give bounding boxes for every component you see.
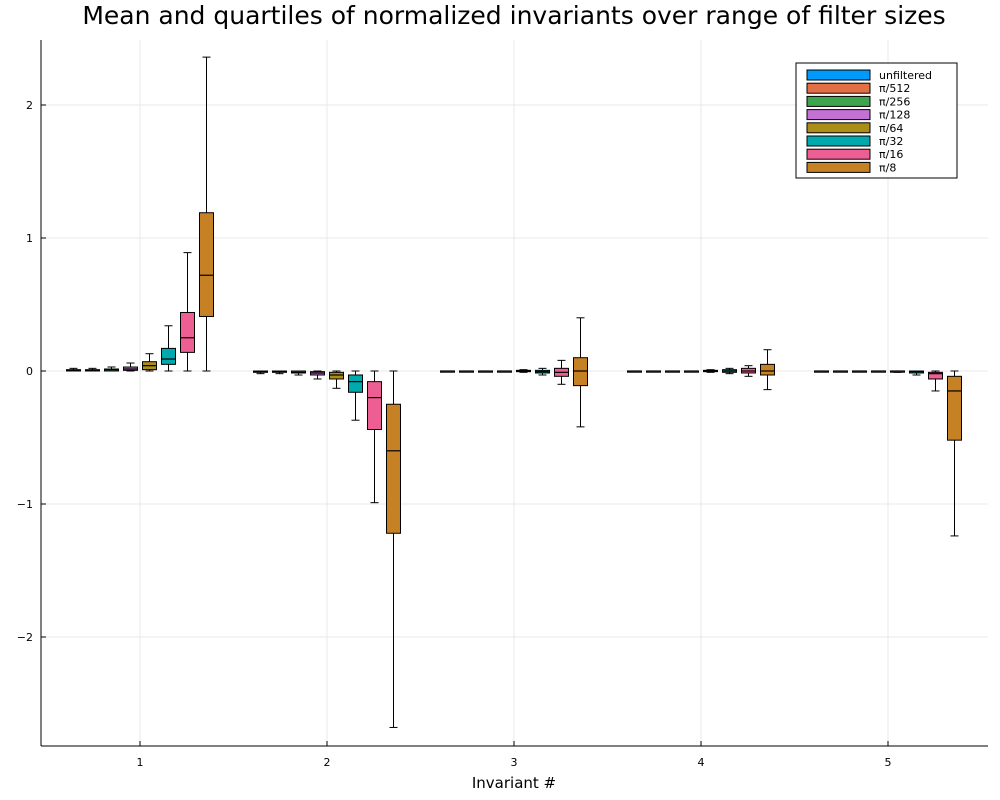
box-4 bbox=[871, 370, 886, 373]
legend-item: π/64 bbox=[806, 122, 903, 135]
box-body bbox=[928, 371, 943, 380]
box-body bbox=[386, 403, 401, 534]
box-6 bbox=[161, 325, 176, 372]
box-8 bbox=[199, 56, 214, 372]
x-axis-label: Invariant # bbox=[472, 774, 556, 792]
box-1 bbox=[253, 370, 268, 375]
box-2 bbox=[646, 370, 661, 373]
y-tick-label: −2 bbox=[17, 631, 33, 644]
box-2 bbox=[272, 370, 287, 375]
legend-label: π/128 bbox=[879, 109, 910, 122]
box-7 bbox=[367, 370, 382, 504]
box-3 bbox=[852, 370, 867, 373]
y-tick-label: −1 bbox=[17, 498, 33, 511]
box-7 bbox=[180, 252, 195, 372]
box-8 bbox=[760, 349, 775, 391]
box-8 bbox=[573, 317, 588, 428]
box-4 bbox=[310, 370, 325, 380]
category-group-5 bbox=[814, 370, 962, 537]
legend-label: π/64 bbox=[879, 122, 903, 135]
box-1 bbox=[440, 370, 455, 373]
x-tick-label: 3 bbox=[511, 756, 518, 769]
box-2 bbox=[833, 370, 848, 373]
legend-label: π/512 bbox=[879, 82, 910, 95]
legend-item: π/128 bbox=[806, 109, 910, 122]
box-5 bbox=[703, 369, 718, 373]
legend-label: π/16 bbox=[879, 148, 903, 161]
box-8 bbox=[947, 370, 962, 537]
box-body bbox=[329, 371, 344, 380]
box-6 bbox=[535, 367, 550, 376]
legend-swatch bbox=[806, 82, 871, 94]
y-tick-label: 1 bbox=[26, 232, 33, 245]
box-body bbox=[161, 347, 176, 365]
box-6 bbox=[348, 370, 363, 421]
box-3 bbox=[291, 370, 306, 376]
box-4 bbox=[497, 370, 512, 373]
box-5 bbox=[516, 369, 531, 373]
legend-swatch bbox=[806, 161, 871, 173]
category-group-1 bbox=[66, 56, 214, 372]
legend-swatch bbox=[806, 135, 871, 147]
tick-labels: −2 −1 0 1 2 1 2 3 4 5 bbox=[17, 99, 892, 769]
box-4 bbox=[684, 370, 699, 373]
x-tick-label: 2 bbox=[324, 756, 331, 769]
category-group-2 bbox=[253, 370, 401, 728]
box-6 bbox=[909, 370, 924, 376]
y-tick-label: 2 bbox=[26, 99, 33, 112]
box-body bbox=[947, 375, 962, 441]
box-7 bbox=[928, 370, 943, 392]
plot-area bbox=[66, 56, 962, 728]
legend-item: π/16 bbox=[806, 148, 903, 161]
box-3 bbox=[104, 366, 119, 372]
x-tick-label: 5 bbox=[885, 756, 892, 769]
category-group-3 bbox=[440, 317, 588, 428]
box-2 bbox=[85, 367, 100, 372]
box-body bbox=[573, 357, 588, 387]
x-tick-label: 4 bbox=[698, 756, 705, 769]
box-3 bbox=[665, 370, 680, 373]
box-5 bbox=[890, 370, 905, 373]
legend-item: π/256 bbox=[806, 95, 910, 108]
box-4 bbox=[123, 362, 138, 372]
box-1 bbox=[814, 370, 829, 373]
box-1 bbox=[66, 367, 81, 372]
box-2 bbox=[459, 370, 474, 373]
box-5 bbox=[329, 370, 344, 389]
category-group-4 bbox=[627, 349, 775, 391]
legend-swatch bbox=[806, 69, 871, 81]
legend-item: π/32 bbox=[806, 135, 903, 148]
box-7 bbox=[741, 365, 756, 377]
grid-lines bbox=[41, 40, 988, 746]
legend-swatch bbox=[806, 109, 871, 121]
y-tick-label: 0 bbox=[26, 365, 33, 378]
legend-swatch bbox=[806, 122, 871, 134]
x-tick-label: 1 bbox=[137, 756, 144, 769]
box-body bbox=[367, 381, 382, 431]
box-body bbox=[760, 363, 775, 376]
legend-item: π/8 bbox=[806, 161, 896, 174]
legend-label: π/8 bbox=[879, 161, 896, 174]
legend-label: π/256 bbox=[879, 95, 910, 108]
box-7 bbox=[554, 359, 569, 385]
box-body bbox=[180, 311, 195, 353]
box-5 bbox=[142, 353, 157, 372]
legend-label: π/32 bbox=[879, 135, 903, 148]
box-8 bbox=[386, 370, 401, 728]
box-body bbox=[348, 374, 363, 393]
legend-label: unfiltered bbox=[879, 69, 932, 82]
legend-item: unfiltered bbox=[806, 69, 932, 82]
box-6 bbox=[722, 367, 737, 375]
legend-swatch bbox=[806, 148, 871, 160]
box-body bbox=[199, 212, 214, 317]
box-1 bbox=[627, 370, 642, 373]
box-3 bbox=[478, 370, 493, 373]
legend-item: π/512 bbox=[806, 82, 910, 95]
legend-swatch bbox=[806, 95, 871, 107]
chart-title: Mean and quartiles of normalized invaria… bbox=[82, 1, 945, 30]
